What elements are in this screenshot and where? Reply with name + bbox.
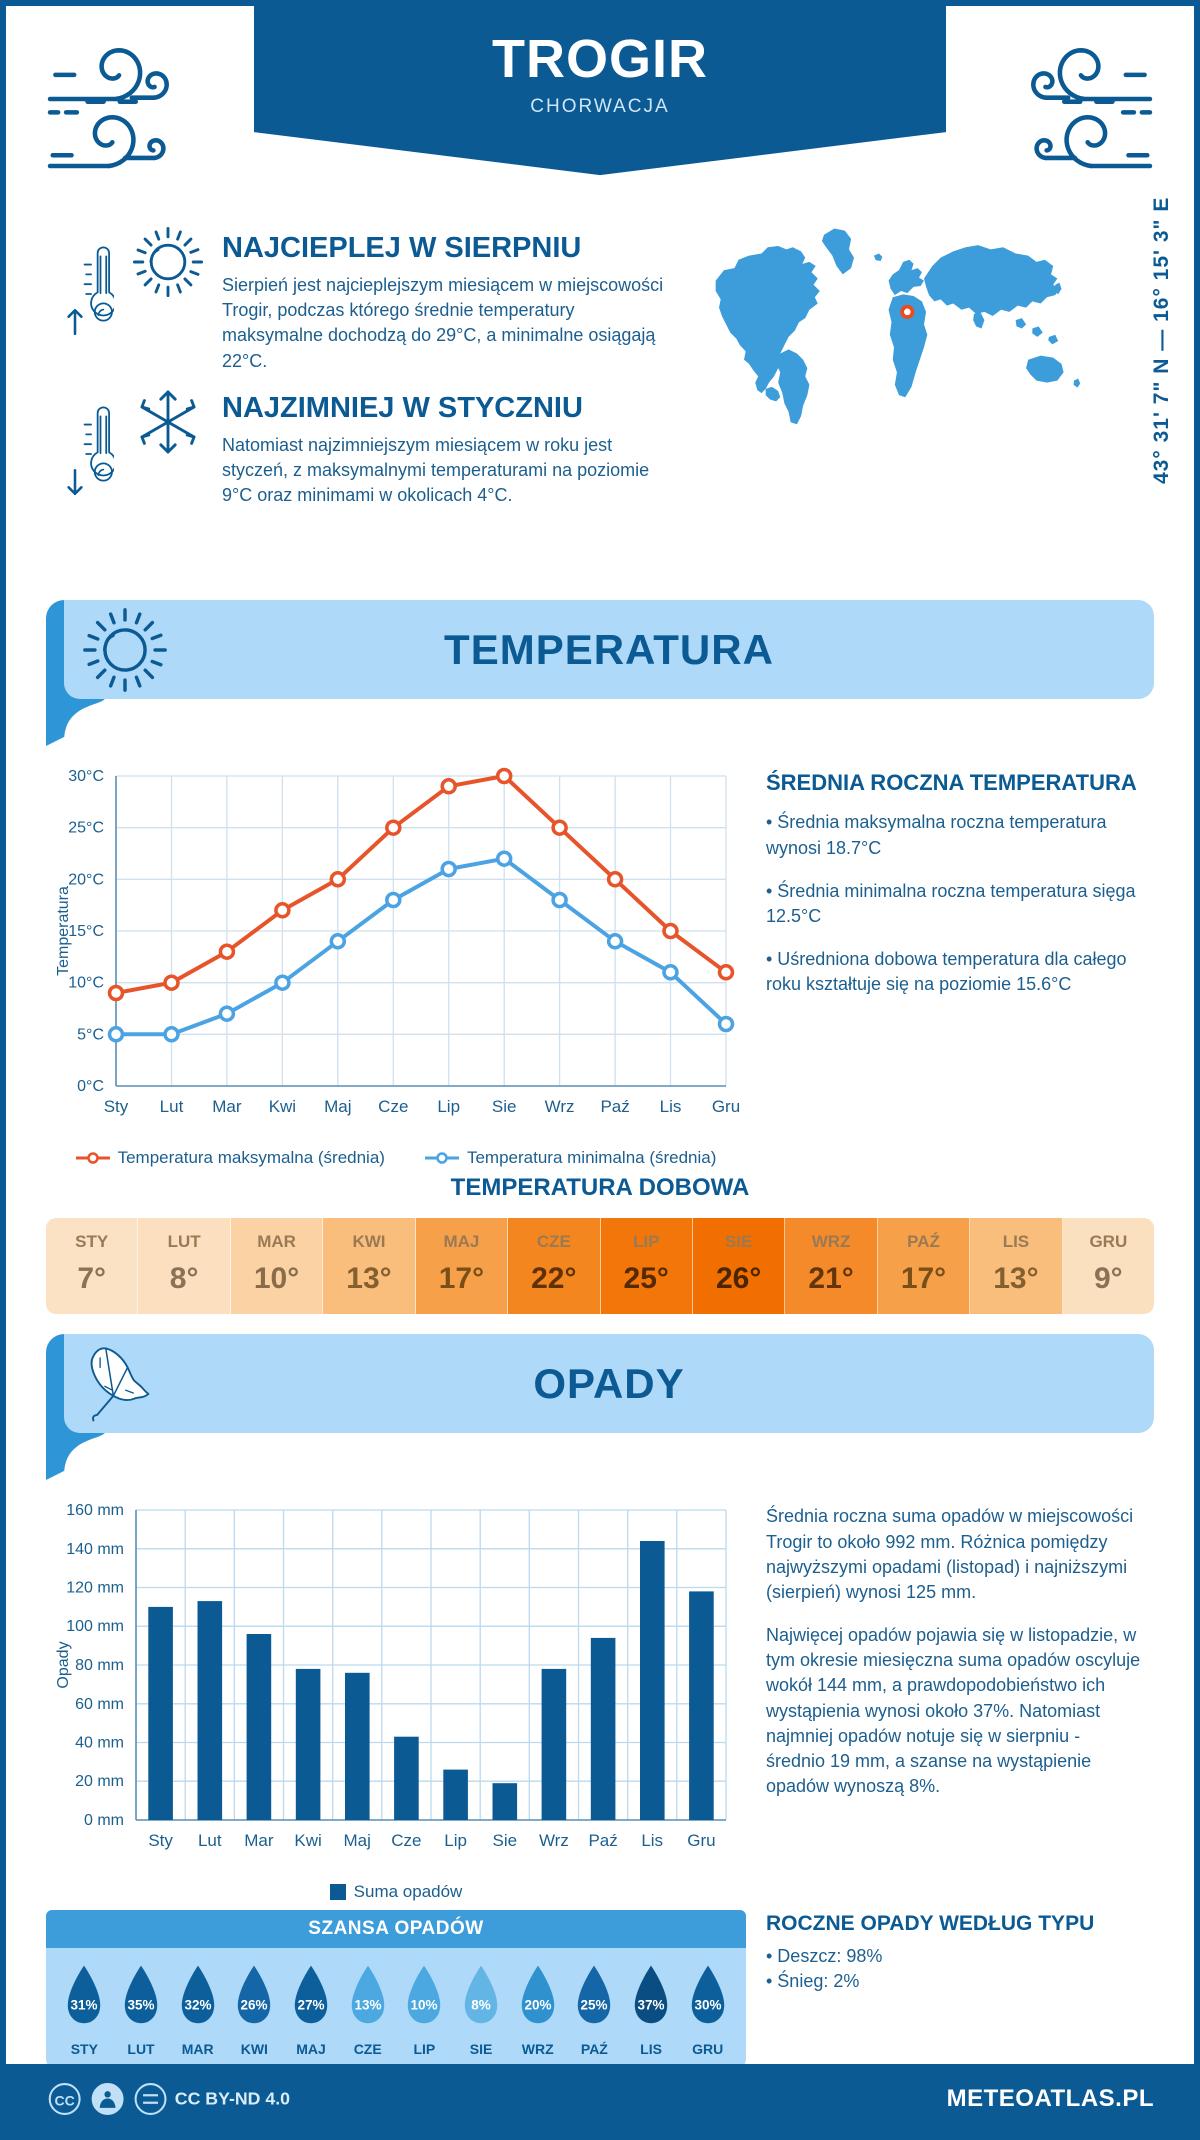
svg-text:0 mm: 0 mm	[84, 1812, 124, 1829]
svg-text:Sie: Sie	[492, 1097, 517, 1116]
svg-text:26%: 26%	[241, 1998, 268, 2013]
svg-text:35%: 35%	[127, 1998, 154, 2013]
svg-text:120 mm: 120 mm	[66, 1580, 124, 1597]
svg-text:Lis: Lis	[641, 1831, 663, 1850]
svg-text:8%: 8%	[471, 1998, 491, 2013]
svg-text:160 mm: 160 mm	[66, 1502, 124, 1519]
svg-text:100 mm: 100 mm	[66, 1619, 124, 1636]
svg-text:Gru: Gru	[687, 1831, 715, 1850]
svg-text:CC: CC	[55, 2093, 75, 2109]
svg-text:30%: 30%	[694, 1998, 721, 2013]
svg-text:Lip: Lip	[437, 1097, 460, 1116]
svg-text:20%: 20%	[524, 1998, 551, 2013]
svg-text:27%: 27%	[298, 1998, 325, 2013]
svg-text:30°C: 30°C	[68, 768, 104, 785]
svg-text:Opady: Opady	[55, 1642, 72, 1689]
svg-text:Lis: Lis	[660, 1097, 682, 1116]
svg-text:40 mm: 40 mm	[75, 1735, 124, 1752]
svg-text:Paź: Paź	[600, 1097, 629, 1116]
svg-text:140 mm: 140 mm	[66, 1541, 124, 1558]
svg-text:Wrz: Wrz	[539, 1831, 569, 1850]
svg-text:Kwi: Kwi	[294, 1831, 321, 1850]
svg-text:Cze: Cze	[378, 1097, 408, 1116]
svg-text:Paź: Paź	[588, 1831, 617, 1850]
svg-text:Lut: Lut	[160, 1097, 184, 1116]
svg-text:CC BY-ND 4.0: CC BY-ND 4.0	[175, 2089, 290, 2109]
svg-text:32%: 32%	[184, 1998, 211, 2013]
svg-text:25%: 25%	[581, 1998, 608, 2013]
svg-text:80 mm: 80 mm	[75, 1657, 124, 1674]
svg-text:10%: 10%	[411, 1998, 438, 2013]
svg-text:Maj: Maj	[343, 1831, 370, 1850]
svg-text:Gru: Gru	[712, 1097, 740, 1116]
svg-text:0°C: 0°C	[77, 1078, 104, 1095]
svg-text:60 mm: 60 mm	[75, 1696, 124, 1713]
svg-text:Lut: Lut	[198, 1831, 222, 1850]
svg-text:Mar: Mar	[244, 1831, 274, 1850]
svg-text:31%: 31%	[71, 1998, 98, 2013]
svg-text:Mar: Mar	[212, 1097, 242, 1116]
svg-text:13%: 13%	[354, 1998, 381, 2013]
svg-text:Sie: Sie	[493, 1831, 518, 1850]
svg-text:10°C: 10°C	[68, 975, 104, 992]
svg-text:Lip: Lip	[444, 1831, 467, 1850]
svg-text:Cze: Cze	[391, 1831, 421, 1850]
svg-text:5°C: 5°C	[77, 1027, 104, 1044]
svg-text:25°C: 25°C	[68, 820, 104, 837]
svg-text:Maj: Maj	[324, 1097, 351, 1116]
svg-text:20 mm: 20 mm	[75, 1774, 124, 1791]
svg-text:Wrz: Wrz	[545, 1097, 575, 1116]
svg-text:15°C: 15°C	[68, 923, 104, 940]
svg-text:Kwi: Kwi	[269, 1097, 296, 1116]
svg-text:20°C: 20°C	[68, 872, 104, 889]
svg-text:37%: 37%	[638, 1998, 665, 2013]
svg-text:Temperatura: Temperatura	[55, 886, 72, 976]
svg-text:Sty: Sty	[104, 1097, 129, 1116]
svg-text:Sty: Sty	[148, 1831, 173, 1850]
